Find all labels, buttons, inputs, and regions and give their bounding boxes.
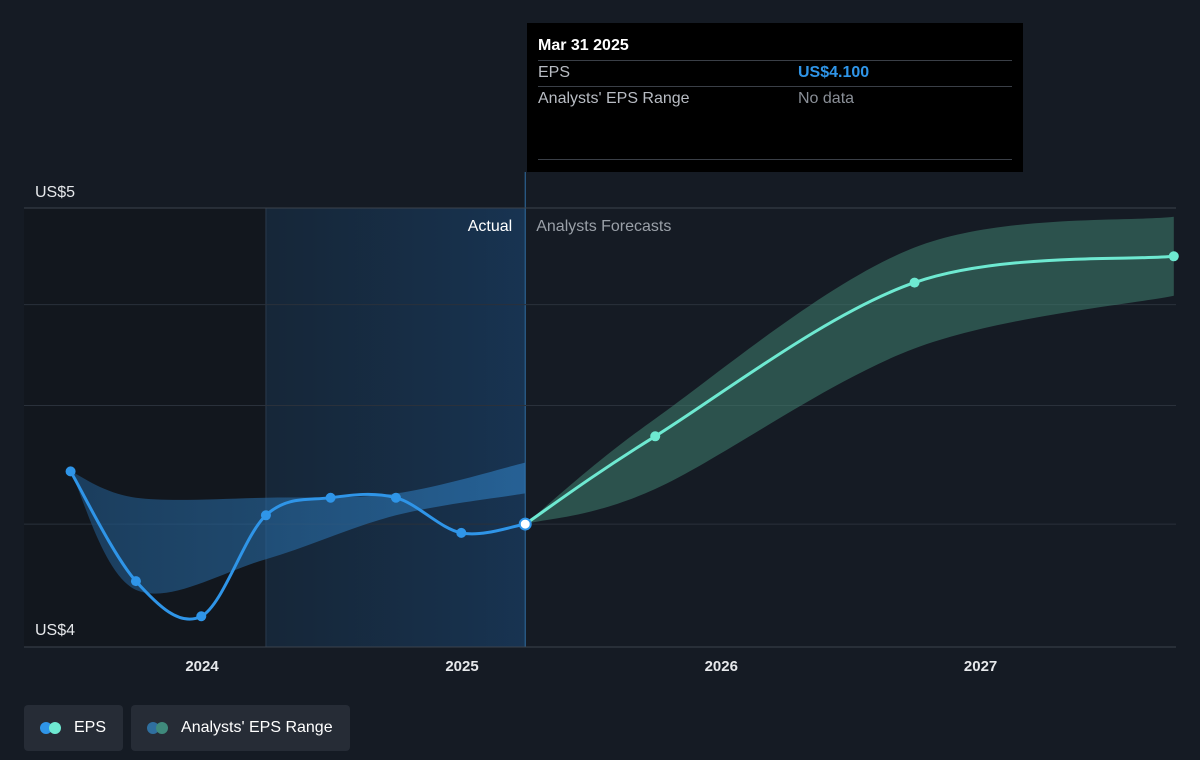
- eps-point-actual-0: [65, 466, 76, 477]
- legend-range-label: Analysts' EPS Range: [181, 719, 333, 736]
- x-tick-label-2024: 2024: [185, 658, 219, 675]
- tooltip-row-range: Analysts' EPS Range No data: [538, 86, 1012, 112]
- tooltip-row-eps: EPS US$4.100: [538, 60, 1012, 86]
- range-band-actual: [70, 462, 526, 594]
- x-tick-label-2026: 2026: [705, 658, 738, 675]
- eps-point-forecast-2: [909, 277, 920, 288]
- legend-item-eps[interactable]: EPS: [24, 705, 124, 751]
- eps-point-actual-7: [518, 517, 532, 531]
- highlight-region: [265, 208, 526, 647]
- eps-point-actual-3: [260, 510, 271, 521]
- eps-point-forecast-1: [650, 431, 661, 442]
- legend-item-range[interactable]: Analysts' EPS Range: [131, 705, 350, 751]
- section-label-actual: Actual: [468, 218, 512, 235]
- hover-tooltip: Mar 31 2025 EPS US$4.100 Analysts' EPS R…: [527, 23, 1023, 172]
- tooltip-eps-value: US$4.100: [798, 64, 870, 81]
- eps-point-actual-4: [325, 492, 336, 503]
- legend-range-dot-forecast: [156, 722, 169, 734]
- section-label-forecast: Analysts Forecasts: [536, 218, 671, 235]
- tooltip-date: Mar 31 2025: [538, 37, 629, 54]
- eps-point-actual-1: [130, 576, 141, 587]
- y-tick-label-top: US$5: [35, 184, 75, 201]
- x-tick-label-2027: 2027: [964, 658, 997, 675]
- legend-range-swatch-icon: [147, 722, 171, 734]
- x-tick-label-2025: 2025: [445, 658, 478, 675]
- tooltip-divider: [538, 159, 1012, 160]
- eps-point-actual-5: [390, 492, 401, 503]
- range-band-forecast: [525, 216, 1174, 525]
- eps-point-forecast-3: [1168, 251, 1179, 262]
- eps-point-actual-6: [456, 527, 467, 538]
- eps-point-actual-2: [196, 611, 207, 622]
- tooltip-range-value: No data: [798, 90, 855, 107]
- tooltip-eps-label: EPS: [538, 64, 571, 81]
- legend-eps-label: EPS: [74, 719, 107, 736]
- eps-line-forecast: [523, 254, 1176, 526]
- legend-eps-dot-forecast: [49, 722, 61, 734]
- chart-legend: EPS Analysts' EPS Range: [24, 705, 350, 751]
- y-tick-label-bottom: US$4: [35, 622, 75, 639]
- tooltip-range-label: Analysts' EPS Range: [538, 90, 690, 107]
- legend-eps-swatch-icon: [40, 722, 64, 734]
